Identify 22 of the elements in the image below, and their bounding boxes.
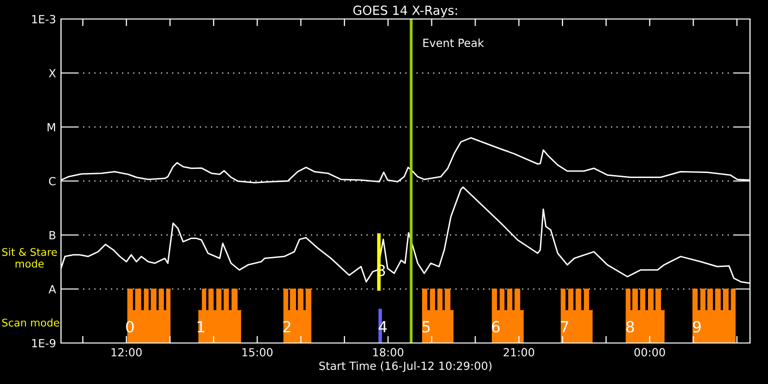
x-tick-label: 18:00 [373,348,404,356]
y-tick-label: A [48,285,56,294]
x-tick-label: 00:00 [634,348,665,356]
y-tick-label: 1E-9 [32,338,56,348]
y-tick-label: X [48,69,56,78]
y-tick-label: 1E-3 [32,14,56,24]
annotation: 7 [561,321,568,332]
annotation: 5 [422,321,430,333]
annotation: 9 [693,320,701,333]
annotation: 8 [626,320,634,333]
annotation: 6 [492,320,500,333]
chart-title: GOES 14 X-Rays: [353,6,457,18]
x-tick-label: 15:00 [242,348,273,356]
x-axis-title: Start Time (16-Jul-12 10:29:00) [319,361,492,372]
text: Scan mode [2,318,60,327]
x-tick-label: 21:00 [504,348,534,356]
x-tick-label: 12:00 [112,348,142,356]
y-tick-label: C [49,176,56,186]
y-tick-label: M [48,123,56,132]
y-tick-label: B [50,231,56,240]
text: Sit & Stare mode [2,248,57,268]
ref-line-label: Event Peak [423,38,484,48]
